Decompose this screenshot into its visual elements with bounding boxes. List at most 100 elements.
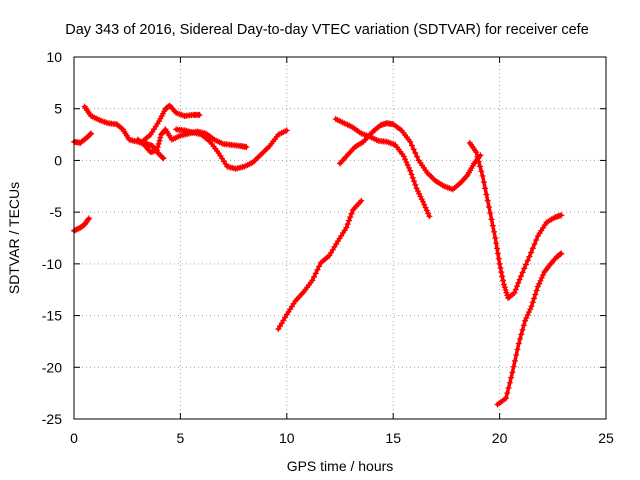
data-point	[411, 178, 418, 185]
data-point	[536, 280, 543, 287]
data-point	[478, 168, 485, 175]
data-point	[537, 277, 544, 284]
data-point	[88, 130, 95, 137]
data-point	[532, 291, 539, 298]
data-point	[509, 369, 516, 376]
series-arc-10	[466, 139, 565, 301]
data-point	[419, 198, 426, 205]
y-tick-label: -20	[42, 359, 62, 375]
data-point	[515, 279, 522, 286]
data-point	[515, 340, 522, 347]
data-point	[160, 155, 167, 162]
data-point	[511, 357, 518, 364]
y-tick-label: 5	[54, 101, 62, 117]
data-point	[473, 149, 480, 156]
data-point	[347, 214, 354, 221]
data-point	[409, 174, 416, 181]
data-point	[474, 153, 481, 160]
data-point	[489, 222, 496, 229]
series-arc-4	[139, 102, 203, 145]
y-tick-label: -10	[42, 256, 62, 272]
series-arc-6	[173, 126, 290, 172]
data-point	[524, 311, 531, 318]
data-point	[344, 221, 351, 228]
data-point	[403, 159, 410, 166]
series-arc-3	[81, 103, 167, 162]
data-point	[529, 299, 536, 306]
data-point	[423, 207, 430, 214]
data-point	[534, 283, 541, 290]
data-point	[358, 197, 365, 204]
data-point	[488, 216, 495, 223]
data-point	[408, 171, 415, 178]
data-point	[348, 210, 355, 217]
x-tick-label: 25	[598, 430, 614, 446]
data-point	[558, 212, 565, 219]
data-point	[312, 270, 319, 277]
data-point	[402, 156, 409, 163]
data-point	[528, 303, 535, 310]
data-point	[416, 190, 423, 197]
data-point	[156, 137, 163, 144]
data-point	[520, 322, 527, 329]
data-point	[512, 286, 519, 293]
data-point	[412, 149, 419, 156]
data-point	[526, 253, 533, 260]
data-point	[480, 179, 487, 186]
data-point	[477, 163, 484, 170]
data-point	[492, 235, 499, 241]
data-point	[494, 245, 501, 252]
data-point	[159, 154, 166, 161]
y-tick-label: -25	[42, 411, 62, 427]
chart-title: Day 343 of 2016, Sidereal Day-to-day VTE…	[65, 22, 589, 38]
data-point	[516, 276, 523, 283]
data-point	[502, 286, 509, 293]
data-point	[504, 390, 511, 397]
data-point	[500, 277, 507, 284]
data-point	[531, 295, 538, 302]
data-point	[343, 224, 350, 231]
data-point	[522, 317, 529, 324]
data-point	[426, 213, 433, 220]
data-point	[155, 140, 162, 147]
data-point	[558, 250, 565, 257]
data-point	[118, 125, 125, 132]
y-tick-label: 10	[46, 49, 62, 65]
data-point	[500, 281, 507, 288]
data-point	[417, 193, 424, 200]
data-point	[405, 164, 412, 171]
data-point	[153, 147, 160, 154]
data-point	[497, 264, 504, 271]
data-point	[505, 384, 512, 391]
data-point	[522, 261, 529, 268]
data-point	[243, 143, 250, 150]
data-point	[418, 196, 425, 203]
data-point	[517, 273, 524, 280]
data-point	[410, 146, 417, 153]
y-tick-label: 0	[54, 152, 62, 168]
data-point	[533, 237, 540, 244]
data-point	[525, 309, 532, 316]
data-point	[538, 274, 545, 281]
data-point	[540, 272, 547, 279]
data-point	[311, 273, 318, 280]
data-point	[514, 283, 521, 290]
series-arc-11	[494, 250, 565, 408]
data-point	[283, 127, 290, 134]
x-axis-label: GPS time / hours	[287, 458, 394, 474]
data-point	[518, 331, 525, 338]
data-point	[557, 251, 564, 258]
data-point	[422, 204, 429, 211]
x-tick-label: 15	[385, 430, 401, 446]
data-point	[513, 352, 520, 359]
series-arc-7	[275, 197, 365, 333]
data-point	[514, 346, 521, 353]
data-point	[309, 277, 316, 284]
data-point	[412, 181, 419, 188]
data-point	[527, 306, 534, 313]
data-point	[482, 185, 489, 192]
data-point	[404, 161, 411, 168]
data-point	[408, 142, 415, 149]
data-point	[485, 203, 492, 210]
